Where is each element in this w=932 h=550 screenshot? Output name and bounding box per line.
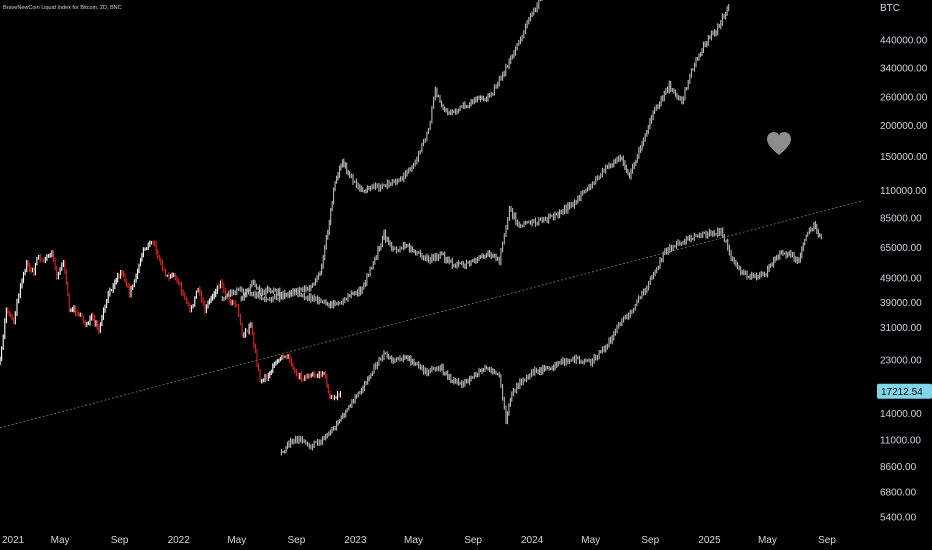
heart-icon (767, 132, 791, 155)
y-tick-label: 39000.00 (880, 298, 922, 309)
x-tick-label: May (581, 535, 600, 546)
x-tick-label: Sep (464, 535, 482, 546)
y-tick-label: 31000.00 (880, 323, 922, 334)
x-tick-label: 2023 (344, 535, 367, 546)
last-price-tag-text: 17212.54 (881, 387, 923, 398)
y-tick-label: 8600.00 (880, 462, 917, 473)
trendline-layer (0, 200, 864, 429)
x-tick-label: 2022 (168, 535, 191, 546)
y-tick-label: 11000.00 (880, 435, 921, 446)
series-projection-lower (280, 220, 822, 456)
y-tick-label: 65000.00 (880, 243, 922, 254)
y-tick-label: 340000.00 (880, 63, 928, 74)
y-tick-label: 6800.00 (880, 488, 917, 499)
x-tick-label: 2021 (2, 535, 25, 546)
y-axis[interactable]: BTC 440000.00 340000.00 260000.00 200000.00… (880, 3, 928, 524)
y-tick-label: 200000.00 (880, 121, 928, 132)
trendline[interactable] (0, 200, 864, 429)
y-tick-label: 110000.00 (880, 186, 927, 197)
x-tick-label: 2025 (698, 535, 721, 546)
series-price (0, 240, 341, 401)
x-axis[interactable]: 2021 May Sep 2022 May Sep 2023 May Sep 2024 May Sep… (2, 535, 836, 546)
price-scale-unit: BTC (880, 3, 900, 14)
last-price-tag-background (877, 383, 932, 399)
x-tick-label: May (404, 535, 423, 546)
series-projection-upper (240, 0, 543, 302)
x-tick-label: May (51, 535, 70, 546)
x-tick-label: May (227, 535, 246, 546)
y-tick-label: 150000.00 (880, 152, 928, 163)
y-tick-label: 14000.00 (880, 409, 922, 420)
y-tick-label: 23000.00 (880, 355, 922, 366)
series-layer (0, 0, 822, 456)
y-tick-label: 260000.00 (880, 93, 928, 104)
y-tick-label: 49000.00 (880, 273, 922, 284)
x-tick-label: Sep (111, 535, 129, 546)
x-tick-label: Sep (288, 535, 306, 546)
y-tick-label: 85000.00 (880, 214, 922, 225)
x-tick-label: 2024 (521, 535, 544, 546)
x-tick-label: May (758, 535, 777, 546)
chart-title: BraveNewCoin Liquid Index for Bitcoin, 2… (3, 5, 122, 11)
x-tick-label: Sep (818, 535, 836, 546)
x-tick-label: Sep (641, 535, 659, 546)
y-tick-label: 5400.00 (880, 513, 917, 524)
last-price-tag: 17212.54 (877, 383, 932, 399)
y-tick-label: 440000.00 (880, 36, 928, 47)
